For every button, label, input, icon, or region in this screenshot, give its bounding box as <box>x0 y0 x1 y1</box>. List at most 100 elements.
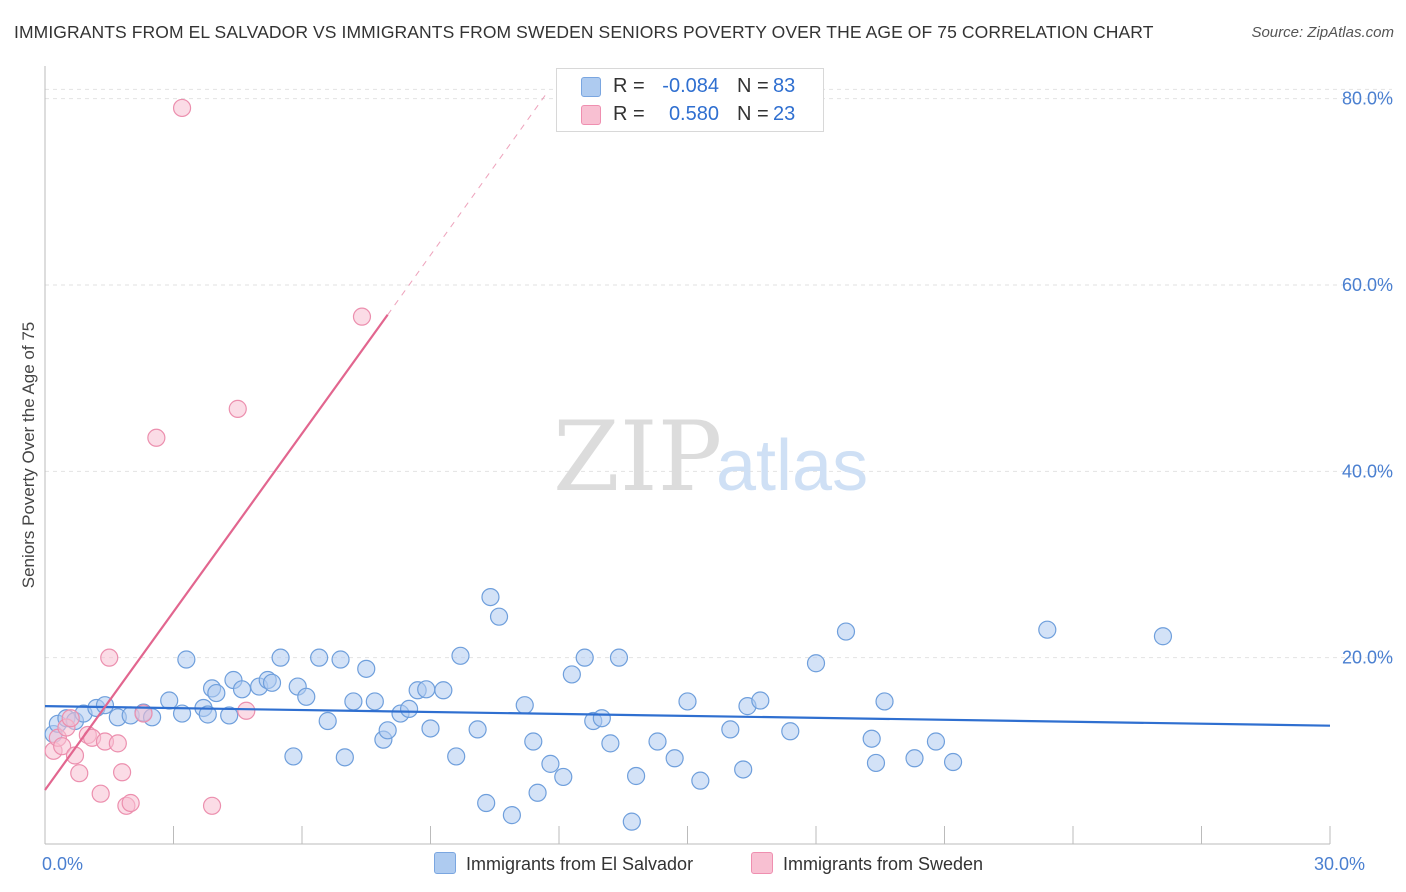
el-salvador-point <box>541 754 560 773</box>
el-salvador-point <box>481 587 500 607</box>
legend-label-sweden: Immigrants from Sweden <box>783 854 984 874</box>
y-axis-title: Seniors Poverty Over the Age of 75 <box>19 322 38 588</box>
sweden-point <box>53 737 72 756</box>
el-salvador-point <box>751 691 770 710</box>
el-salvador-point <box>502 806 521 825</box>
el-salvador-point <box>678 692 697 711</box>
el-salvador-point <box>434 681 453 700</box>
el-salvador-point <box>734 760 753 779</box>
el-salvador-point <box>601 734 620 753</box>
el-salvador-point <box>862 729 881 748</box>
source-label: Source: ZipAtlas.com <box>1251 24 1394 41</box>
el-salvador-point <box>875 692 894 711</box>
legend-r-value: 0.580 <box>668 103 719 125</box>
el-salvador-point <box>836 622 856 641</box>
sweden-point <box>100 648 119 667</box>
el-salvador-point <box>524 732 543 751</box>
legend-swatch-blue <box>434 852 456 874</box>
legend-r-label: R = <box>613 75 645 97</box>
el-salvador-point <box>220 706 239 725</box>
el-salvador-point <box>344 692 363 711</box>
label-layer: 20.0% 40.0% 60.0% 80.0% 0.0% 30.0% <box>42 89 1393 874</box>
legend-n-label: N = <box>737 103 769 125</box>
sweden-point <box>237 701 256 720</box>
el-salvador-point <box>447 747 466 766</box>
el-salvador-point <box>177 650 196 669</box>
points-layer <box>44 98 1173 831</box>
legend-row-el-salvador: R = -0.084 N = 83 <box>557 73 823 101</box>
sweden-point <box>134 704 153 723</box>
el-salvador-point <box>1038 620 1057 639</box>
el-salvador-point <box>562 665 581 684</box>
watermark: ZIP atlas <box>553 401 868 513</box>
grid-layer <box>45 88 1392 659</box>
el-salvador-point <box>417 680 436 699</box>
el-salvador-point <box>160 691 179 710</box>
el-salvador-point <box>691 771 710 790</box>
el-salvador-point <box>477 793 496 813</box>
el-salvador-point <box>943 752 963 772</box>
sweden-point <box>352 307 372 326</box>
el-salvador-point <box>310 648 329 667</box>
el-salvador-point <box>331 650 350 669</box>
watermark-zip: ZIP <box>553 401 722 513</box>
el-salvador-point <box>592 709 611 728</box>
legend-n-value: 83 <box>773 75 796 97</box>
legend-r-label: R = <box>613 103 645 125</box>
el-salvador-point <box>905 749 924 768</box>
y-tick-label: 20.0% <box>1342 648 1393 668</box>
y-tick-label: 80.0% <box>1342 89 1393 109</box>
el-salvador-point <box>575 648 594 667</box>
el-salvador-point <box>489 607 509 626</box>
el-salvador-point <box>357 659 376 678</box>
axis-layer <box>44 66 1331 845</box>
el-salvador-point <box>626 766 646 786</box>
el-salvador-point <box>335 748 354 767</box>
sweden-point <box>112 763 132 782</box>
sweden-trend-line <box>44 314 389 791</box>
sweden-trend-extension <box>387 93 547 316</box>
el-salvador-point <box>297 687 316 706</box>
el-salvador-point <box>622 812 641 831</box>
sweden-point <box>228 399 247 418</box>
legend-r-value: -0.084 <box>662 75 719 97</box>
el-salvador-point <box>926 732 946 751</box>
el-salvador-point <box>271 648 290 667</box>
el-salvador-point <box>318 711 337 731</box>
el-salvador-point <box>806 654 826 673</box>
el-salvador-point <box>1153 627 1173 646</box>
sweden-point <box>202 796 222 815</box>
el-salvador-point <box>232 680 252 699</box>
el-salvador-point <box>262 673 282 692</box>
el-salvador-point <box>648 732 667 751</box>
sweden-point <box>147 428 166 447</box>
el-salvador-point <box>528 783 547 802</box>
el-salvador-point <box>515 696 534 715</box>
legend-item-sweden: Immigrants from Sweden <box>751 852 983 875</box>
sweden-point <box>121 793 140 813</box>
chart-title: IMMIGRANTS FROM EL SALVADOR VS IMMIGRANT… <box>14 22 1154 42</box>
el-salvador-point <box>284 747 303 766</box>
sweden-point <box>172 98 192 118</box>
sweden-point <box>108 734 127 753</box>
el-salvador-point <box>399 699 419 719</box>
trend-layer <box>44 93 1331 791</box>
x-tick-label: 0.0% <box>42 854 83 874</box>
el-salvador-point <box>198 705 217 724</box>
el-salvador-point <box>207 683 226 703</box>
legend-label-el-salvador: Immigrants from El Salvador <box>466 854 694 874</box>
y-tick-label: 40.0% <box>1342 461 1393 481</box>
watermark-atlas: atlas <box>716 426 868 506</box>
el-salvador-point <box>451 646 470 665</box>
legend-row-sweden: R = 0.580 N = 23 <box>557 101 823 129</box>
sweden-point <box>70 764 89 783</box>
legend-item-el-salvador: Immigrants from El Salvador <box>434 852 693 875</box>
el-salvador-point <box>378 721 397 740</box>
legend-swatch-blue <box>581 77 601 97</box>
legend-n-label: N = <box>737 75 769 97</box>
el-salvador-point <box>665 749 684 768</box>
el-salvador-point <box>866 753 886 773</box>
el-salvador-point <box>781 722 800 741</box>
legend-swatch-pink <box>581 105 601 125</box>
